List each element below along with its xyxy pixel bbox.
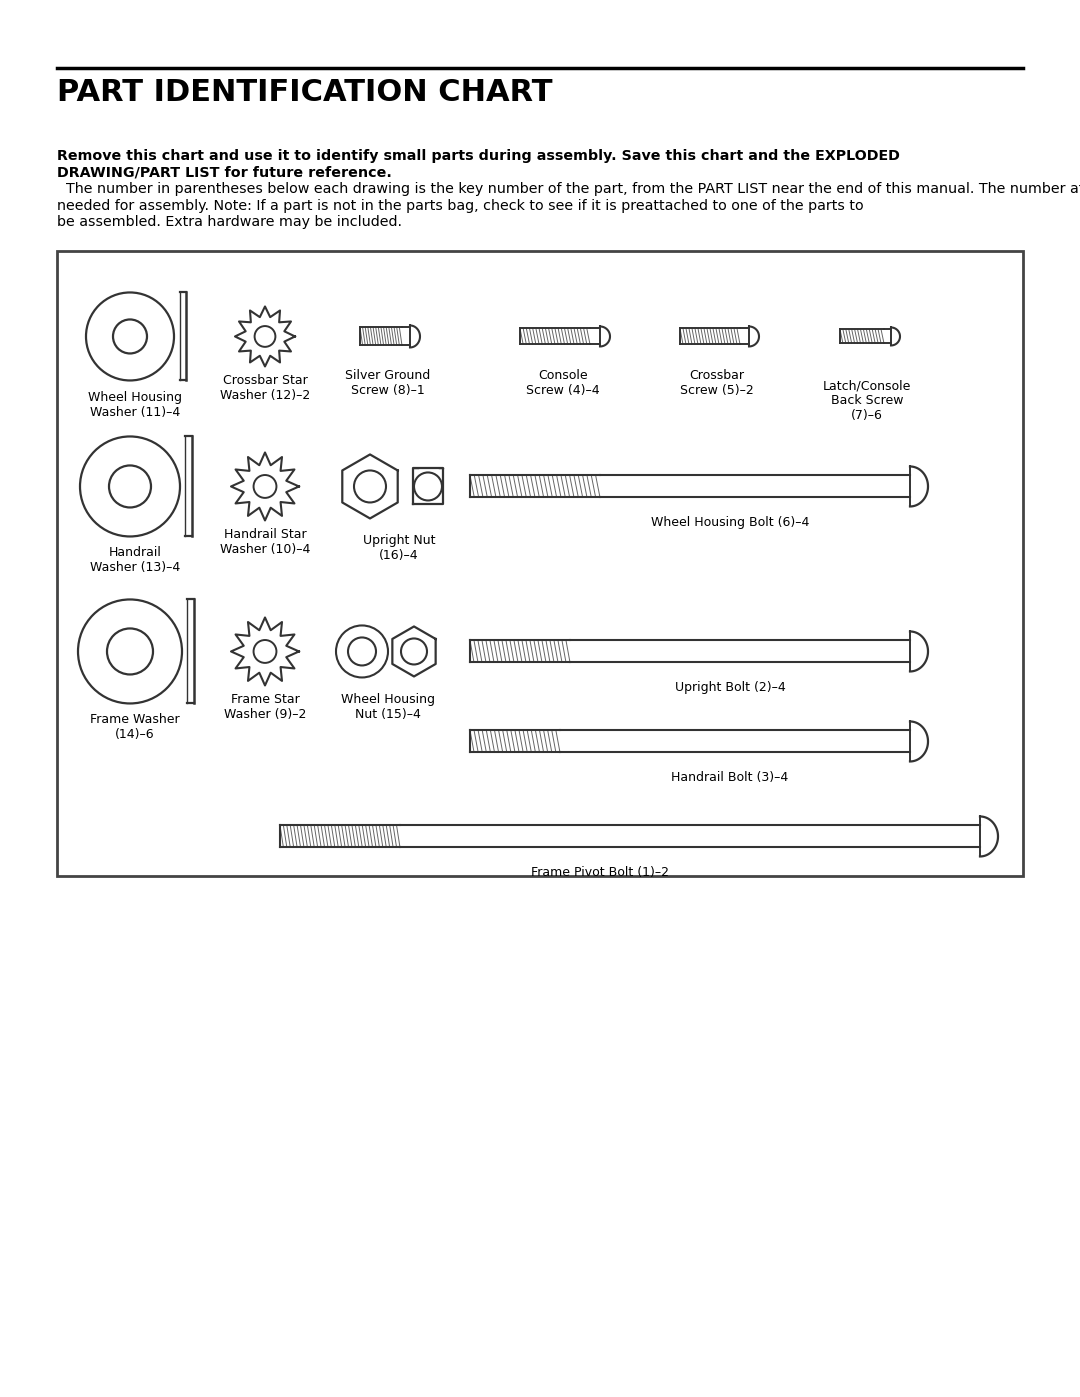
Text: Frame Washer
(14)–6: Frame Washer (14)–6 [91,714,179,742]
Text: Latch/Console
Back Screw
(7)–6: Latch/Console Back Screw (7)–6 [823,380,912,422]
Text: Crossbar
Screw (5)–2: Crossbar Screw (5)–2 [680,369,754,398]
Text: Remove this chart and use it to identify small parts during assembly. Save this : Remove this chart and use it to identify… [57,149,900,163]
Text: Wheel Housing
Washer (11)–4: Wheel Housing Washer (11)–4 [87,391,183,419]
Text: Frame Star
Washer (9)–2: Frame Star Washer (9)–2 [224,693,307,721]
Text: be assembled. Extra hardware may be included.: be assembled. Extra hardware may be incl… [57,215,402,229]
Text: Upright Nut
(16)–4: Upright Nut (16)–4 [363,535,435,563]
Text: Silver Ground
Screw (8)–1: Silver Ground Screw (8)–1 [346,369,431,398]
Text: The number in parentheses below each drawing is the key number of the part, from: The number in parentheses below each dra… [57,183,1080,197]
Text: Wheel Housing
Nut (15)–4: Wheel Housing Nut (15)–4 [341,693,435,721]
Text: needed for assembly. Note: If a part is not in the parts bag, check to see if it: needed for assembly. Note: If a part is … [57,198,864,212]
Text: Handrail
Washer (13)–4: Handrail Washer (13)–4 [90,546,180,574]
Text: Handrail Star
Washer (10)–4: Handrail Star Washer (10)–4 [220,528,310,556]
Text: PART IDENTIFICATION CHART: PART IDENTIFICATION CHART [57,78,553,108]
Text: Wheel Housing Bolt (6)–4: Wheel Housing Bolt (6)–4 [651,517,809,529]
Text: Crossbar Star
Washer (12)–2: Crossbar Star Washer (12)–2 [220,374,310,402]
Text: Console
Screw (4)–4: Console Screw (4)–4 [526,369,599,398]
Bar [57,251,1023,876]
Text: Upright Bolt (2)–4: Upright Bolt (2)–4 [675,682,785,694]
Text: DRAWING/PART LIST for future reference.: DRAWING/PART LIST for future reference. [57,166,392,180]
Text: Handrail Bolt (3)–4: Handrail Bolt (3)–4 [672,771,788,785]
Text: Frame Pivot Bolt (1)–2: Frame Pivot Bolt (1)–2 [531,866,669,880]
